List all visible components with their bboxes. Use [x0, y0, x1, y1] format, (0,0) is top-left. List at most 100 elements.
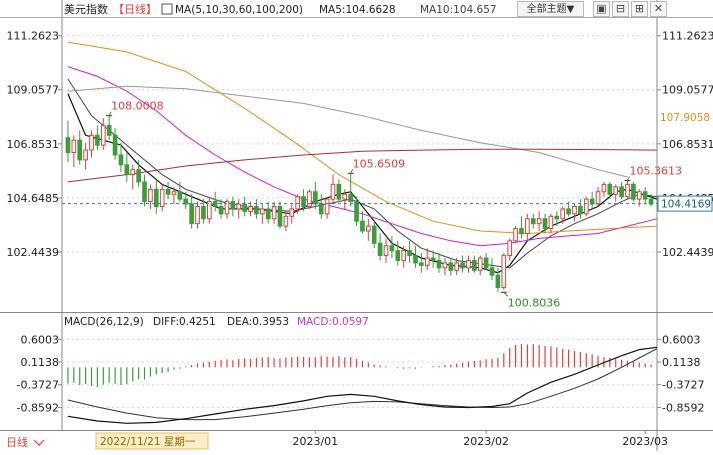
- candle-body: [196, 206, 200, 223]
- candle-body: [620, 187, 624, 197]
- candle-body: [284, 216, 288, 226]
- annotation-label: 100.8036: [508, 296, 561, 309]
- candle-body: [361, 221, 365, 231]
- candle-body: [496, 275, 500, 287]
- macd-hist-value: MACD:0.0597: [297, 316, 369, 328]
- period-button-label[interactable]: 日线: [6, 435, 28, 449]
- candle-body: [408, 251, 412, 256]
- candle: [584, 197, 588, 217]
- annotation-label: 105.6509: [353, 157, 406, 170]
- candle-body: [531, 219, 535, 224]
- price-tick-label-left: 106.8531: [7, 138, 60, 151]
- candle: [290, 204, 294, 224]
- candle-body: [78, 140, 82, 160]
- theme-dropdown-button[interactable]: 全部主题▼: [517, 1, 584, 17]
- candle: [260, 204, 264, 224]
- price-tick-label-left: 104.6485: [7, 192, 60, 205]
- candle-body: [449, 263, 453, 270]
- macd-histogram: [68, 344, 651, 387]
- candle: [461, 256, 465, 273]
- candle-body: [249, 206, 253, 211]
- candle-body: [596, 192, 600, 204]
- candle-body: [207, 202, 211, 219]
- macd-tick-label-left: -0.8592: [17, 401, 59, 414]
- candle-body: [443, 263, 447, 268]
- macd-header: MACD(26,12,9) DIFF:0.4251 DEA:0.3953 MAC…: [64, 316, 369, 328]
- crosshair-date: 2022/11/21 星期一: [100, 436, 196, 448]
- candle-body: [567, 209, 571, 214]
- candle-body: [166, 189, 170, 194]
- candle: [255, 199, 259, 219]
- macd-gridlines: [62, 339, 657, 407]
- period-tag[interactable]: 【日线】: [113, 2, 157, 16]
- ma-settings-icon[interactable]: ▣: [593, 1, 610, 17]
- candle: [190, 194, 194, 228]
- macd-tick-label-left: 0.1138: [21, 356, 60, 369]
- candle-body: [390, 246, 394, 251]
- candle: [84, 143, 88, 170]
- candle-body: [302, 197, 306, 207]
- candle: [449, 258, 453, 275]
- candle-body: [202, 206, 206, 218]
- candle-body: [308, 192, 312, 207]
- candle: [549, 214, 553, 234]
- candle: [237, 199, 241, 219]
- candle: [437, 253, 441, 273]
- candle-body: [243, 204, 247, 211]
- candle-body: [414, 256, 418, 263]
- close-icon[interactable]: ✕: [650, 1, 667, 17]
- candle: [378, 233, 382, 260]
- candle: [196, 202, 200, 229]
- candle-body: [396, 251, 400, 261]
- candle: [531, 214, 535, 229]
- candle-body: [484, 258, 488, 268]
- candle-body: [467, 260, 471, 267]
- candle: [367, 219, 371, 241]
- candle-body: [473, 260, 477, 270]
- candle: [113, 128, 117, 160]
- candle-body: [378, 243, 382, 255]
- candle-body: [107, 126, 111, 136]
- candle: [390, 236, 394, 258]
- candle-body: [219, 206, 223, 213]
- candle-body: [255, 206, 259, 213]
- candle: [396, 241, 400, 266]
- candle-body: [355, 202, 359, 222]
- candle: [337, 179, 341, 201]
- candle-body: [561, 209, 565, 219]
- candle-body: [290, 209, 294, 216]
- candle: [78, 130, 82, 164]
- candle-body: [172, 192, 176, 194]
- candle: [508, 238, 512, 260]
- candle-body: [325, 199, 329, 214]
- candle-body: [237, 204, 241, 209]
- candle-body: [90, 135, 94, 150]
- candle-body: [125, 165, 129, 175]
- candle: [101, 118, 105, 150]
- ma-settings-icon[interactable]: [162, 4, 172, 14]
- candle: [590, 192, 594, 209]
- macd-tick-label-right: -0.8592: [662, 401, 704, 414]
- candle: [72, 135, 76, 167]
- candle: [166, 182, 170, 199]
- macd-dea-value: DEA:0.3953: [227, 316, 289, 328]
- candle-body: [178, 192, 182, 199]
- candle-body: [514, 229, 518, 241]
- candle-body: [455, 263, 459, 270]
- candle-body: [331, 184, 335, 199]
- candle: [66, 121, 70, 163]
- candle: [626, 180, 630, 199]
- candle: [484, 253, 488, 270]
- candle: [526, 214, 530, 241]
- macd-params: MACD(26,12,9): [64, 316, 144, 328]
- candle: [632, 182, 636, 202]
- ma-params: MA(5,10,30,60,100,200): [175, 4, 303, 16]
- candle-body: [372, 226, 376, 243]
- chart-header: 美元指数 【日线】 MA(5,10,30,60,100,200) MA5:104…: [64, 2, 497, 16]
- zoom-out-icon[interactable]: ⊟: [612, 1, 629, 17]
- candle-body: [272, 206, 276, 218]
- candle-body: [113, 135, 117, 155]
- candle-body: [555, 216, 559, 218]
- zoom-in-icon[interactable]: ⊞: [631, 1, 648, 17]
